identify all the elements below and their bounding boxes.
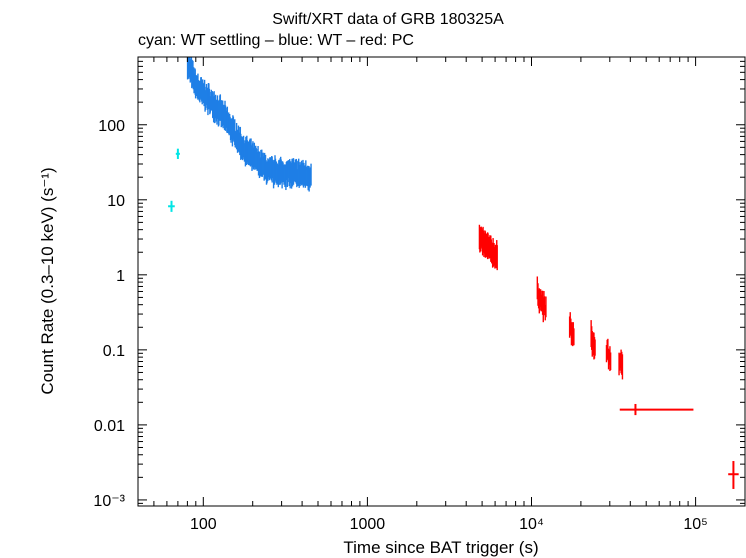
data-layer — [168, 57, 739, 489]
y-tick-label: 0.1 — [103, 343, 125, 360]
y-tick-label: 10⁻³ — [93, 493, 125, 510]
y-tick-label: 100 — [98, 118, 125, 135]
x-axis-label: Time since BAT trigger (s) — [343, 538, 538, 557]
pc-data-point — [619, 403, 694, 416]
y-axis-label: Count Rate (0.3–10 keV) (s⁻¹) — [38, 167, 57, 394]
chart-title: Swift/XRT data of GRB 180325A — [272, 11, 504, 28]
chart-subtitle: cyan: WT settling – blue: WT – red: PC — [138, 32, 414, 49]
y-tick-label: 1 — [116, 268, 125, 285]
pc-data-point — [573, 328, 575, 346]
pc-data-point — [594, 339, 596, 356]
plot-frame — [137, 56, 746, 507]
x-tick-label: 1000 — [350, 516, 386, 533]
pc-data-point — [621, 354, 624, 380]
y-tick-label: 10 — [107, 193, 125, 210]
y-tick-label: 0.01 — [94, 418, 125, 435]
x-tick-label: 10⁴ — [519, 516, 544, 533]
wt-settling-data-point — [168, 200, 175, 212]
pc-data-point — [728, 461, 739, 489]
wt-settling-data-point — [175, 148, 180, 159]
axis-layer: 100 1000 10⁴ 10⁵ 100 10 1 0.1 0.01 10⁻³ — [93, 56, 746, 533]
x-tick-label: 100 — [190, 516, 217, 533]
pc-data-point — [609, 352, 612, 371]
pc-data-point — [545, 296, 547, 318]
x-tick-label: 10⁵ — [683, 516, 707, 533]
